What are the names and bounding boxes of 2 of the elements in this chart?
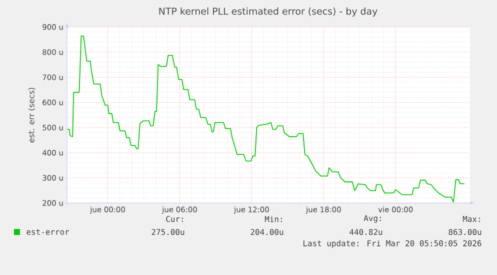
chart-title: NTP kernel PLL estimated error (secs) - by day [159,7,378,17]
line-series [66,36,465,202]
